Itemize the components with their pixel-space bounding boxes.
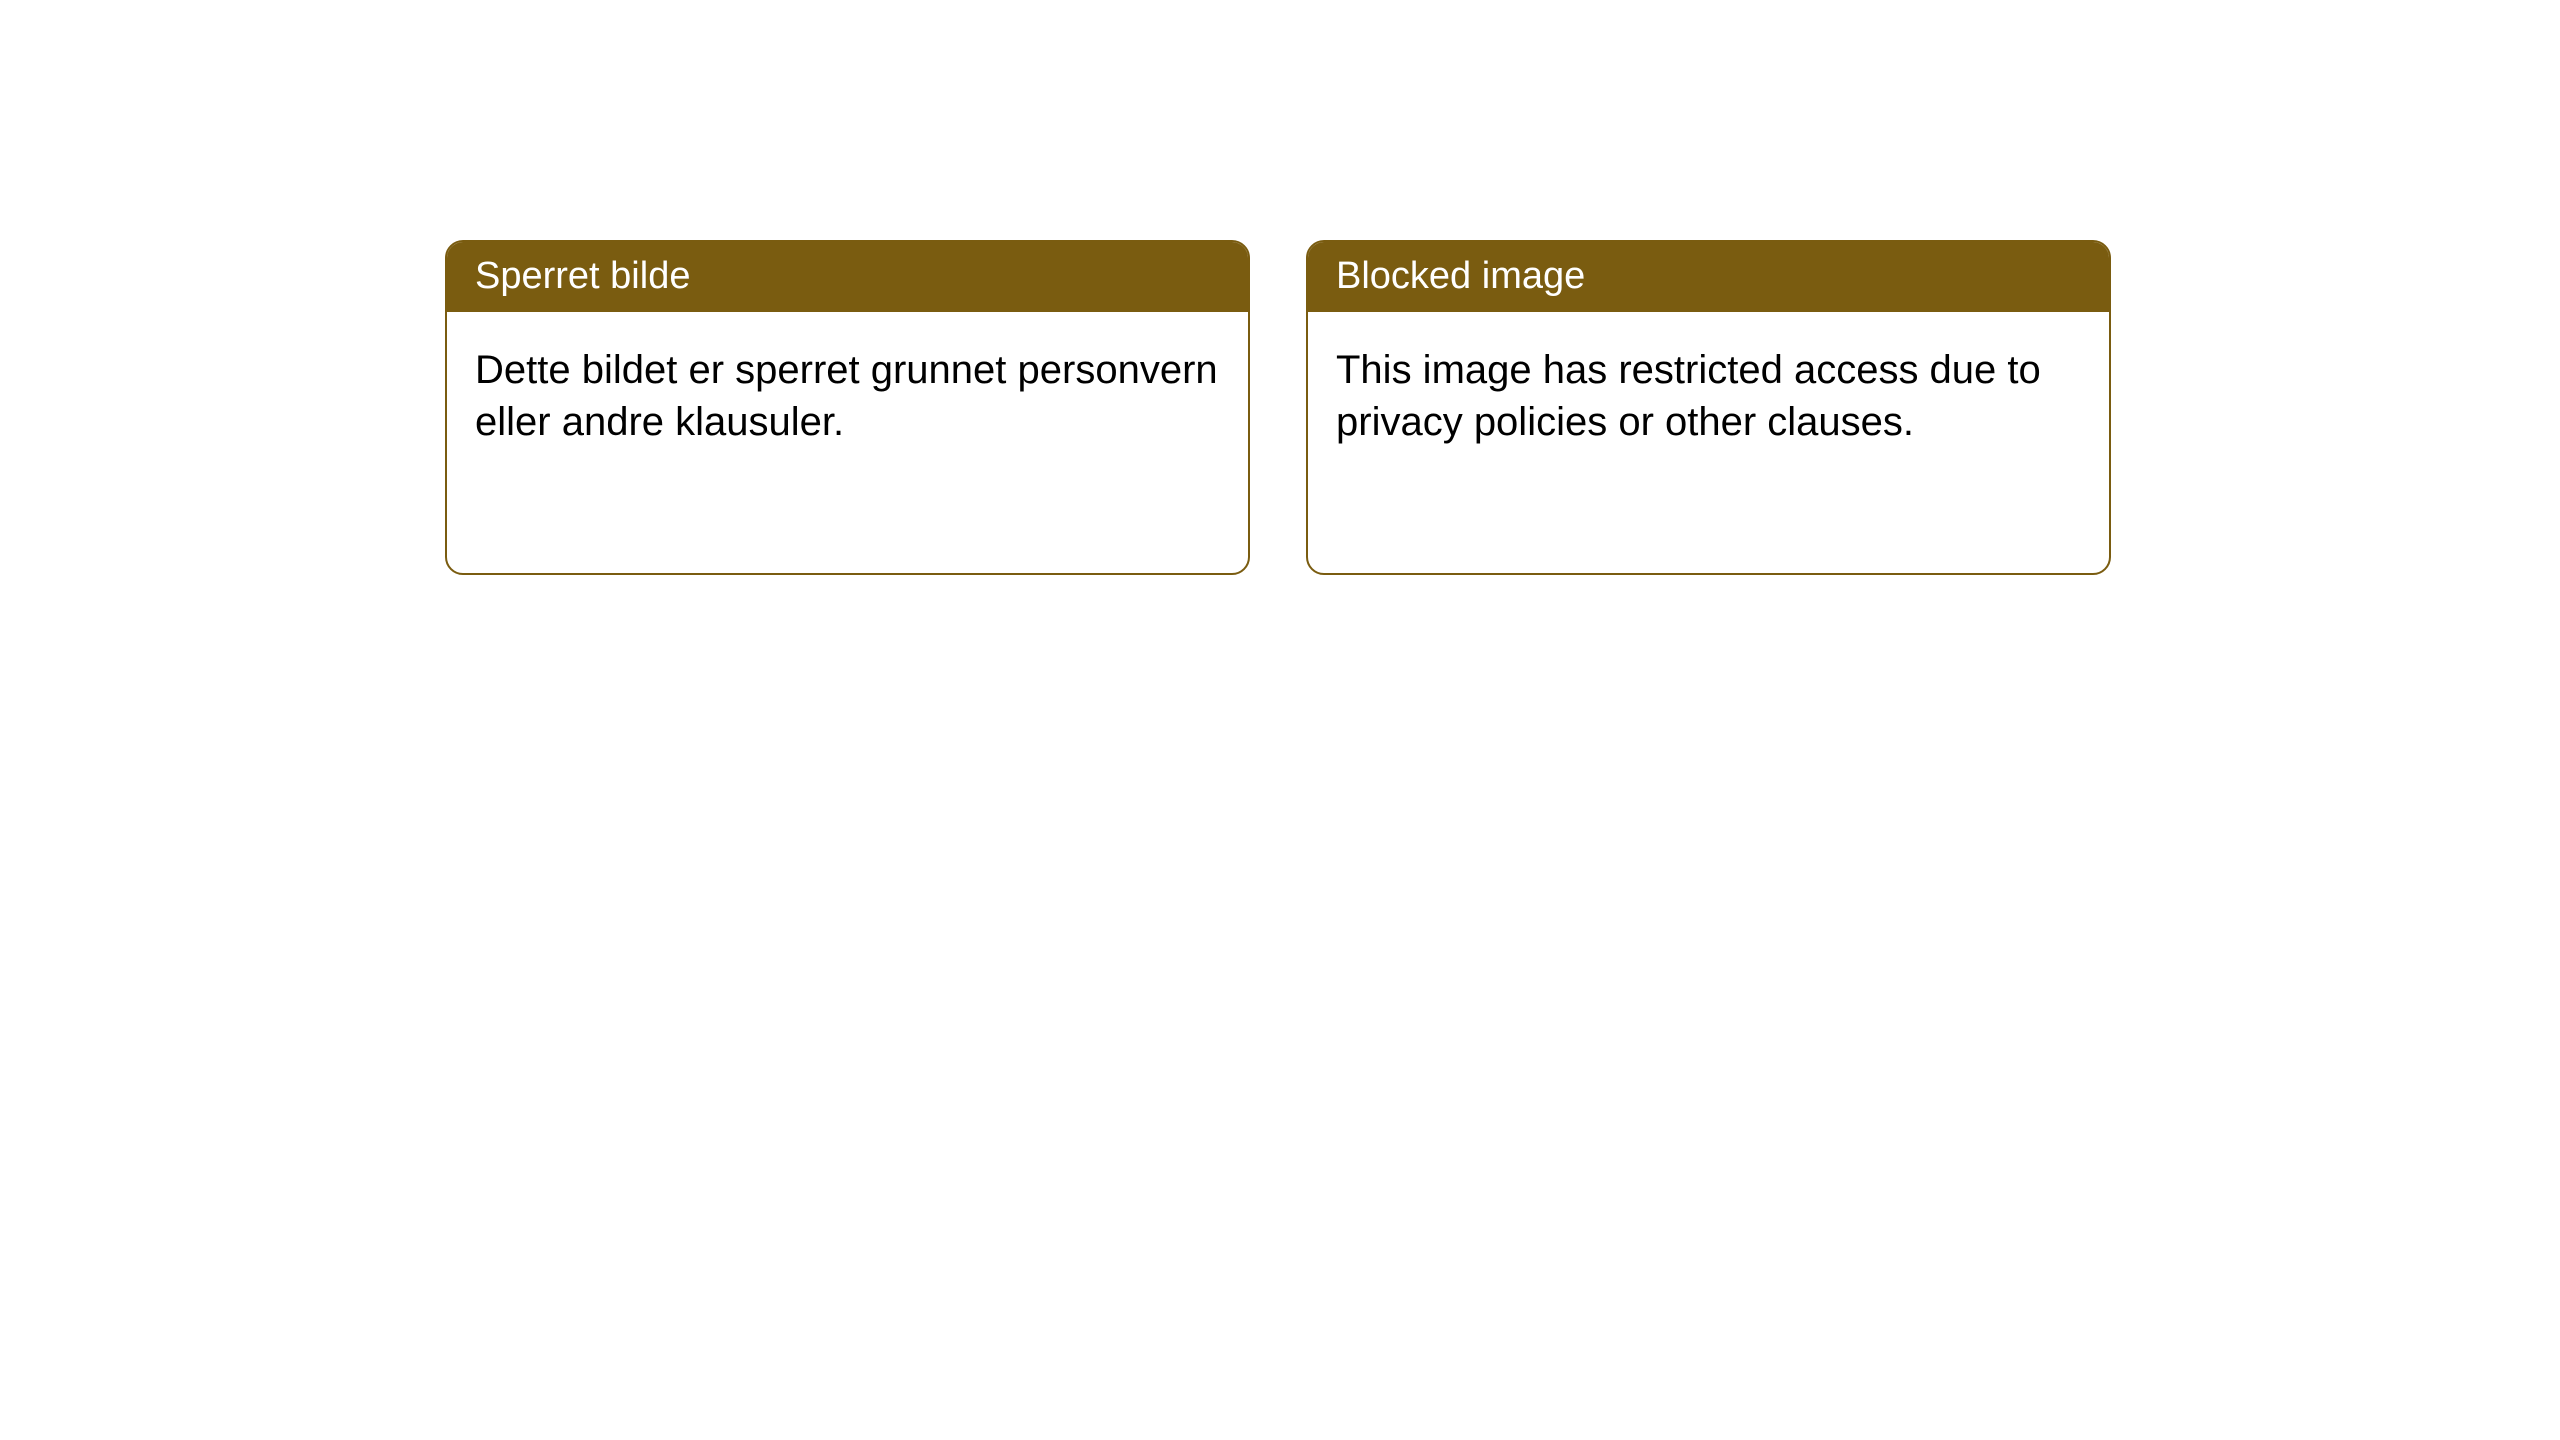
card-body-en: This image has restricted access due to … bbox=[1308, 312, 2109, 480]
card-header-en: Blocked image bbox=[1308, 242, 2109, 312]
card-message-en: This image has restricted access due to … bbox=[1336, 348, 2041, 444]
card-title-en: Blocked image bbox=[1336, 255, 1585, 297]
card-body-no: Dette bildet er sperret grunnet personve… bbox=[447, 312, 1248, 480]
blocked-image-card-no: Sperret bilde Dette bildet er sperret gr… bbox=[445, 240, 1250, 575]
card-title-no: Sperret bilde bbox=[475, 255, 690, 297]
card-header-no: Sperret bilde bbox=[447, 242, 1248, 312]
card-message-no: Dette bildet er sperret grunnet personve… bbox=[475, 348, 1218, 444]
notice-container: Sperret bilde Dette bildet er sperret gr… bbox=[445, 240, 2111, 575]
blocked-image-card-en: Blocked image This image has restricted … bbox=[1306, 240, 2111, 575]
